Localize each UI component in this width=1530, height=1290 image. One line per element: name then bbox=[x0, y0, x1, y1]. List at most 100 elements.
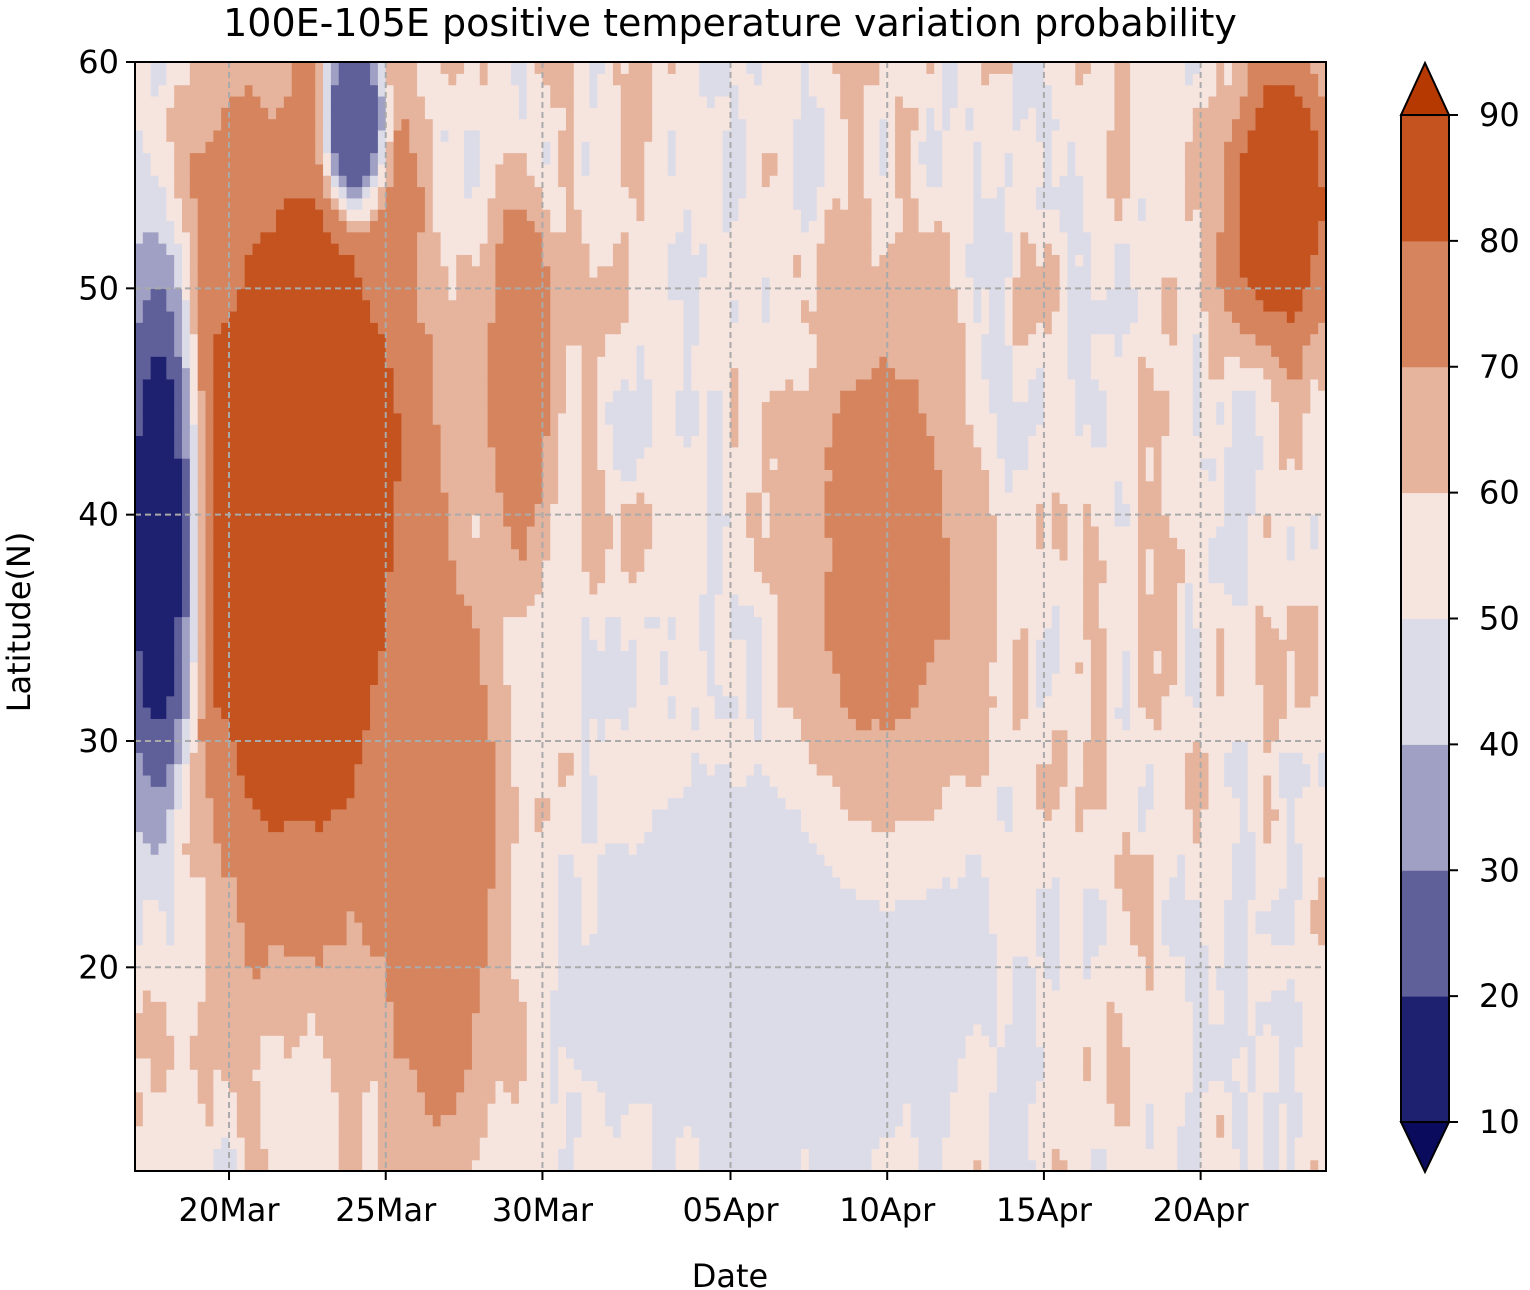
contour-cell bbox=[150, 265, 160, 278]
contour-cell bbox=[511, 774, 520, 787]
contour-cell bbox=[174, 854, 183, 867]
contour-cell bbox=[393, 627, 403, 640]
contour-cell bbox=[401, 605, 410, 618]
contour-cell bbox=[385, 1080, 395, 1093]
contour-cell bbox=[424, 367, 434, 380]
contour-cell bbox=[142, 978, 152, 991]
contour-cell bbox=[174, 1159, 183, 1171]
contour-cell bbox=[229, 322, 238, 335]
contour-cell bbox=[526, 401, 536, 414]
contour-cell bbox=[323, 220, 332, 233]
contour-cell bbox=[424, 378, 434, 391]
contour-cell bbox=[315, 831, 324, 844]
contour-cell bbox=[385, 1069, 395, 1082]
contour-cell bbox=[385, 820, 395, 833]
contour-cell bbox=[393, 322, 403, 335]
contour-cell bbox=[526, 537, 536, 550]
contour-cell bbox=[503, 933, 512, 946]
contour-cell bbox=[456, 537, 465, 550]
contour-cell bbox=[150, 1103, 160, 1116]
contour-cell bbox=[456, 865, 465, 878]
contour-cell bbox=[346, 989, 355, 1002]
contour-cell bbox=[174, 95, 183, 108]
contour-cell bbox=[417, 1012, 426, 1025]
contour-cell bbox=[362, 571, 371, 584]
contour-cell bbox=[150, 831, 160, 844]
contour-cell bbox=[299, 605, 308, 618]
contour-cell bbox=[291, 277, 301, 289]
contour-cell bbox=[526, 378, 536, 391]
contour-cell bbox=[283, 605, 293, 618]
contour-cell bbox=[487, 1035, 497, 1048]
contour-cell bbox=[221, 673, 230, 685]
contour-cell bbox=[511, 1023, 520, 1036]
contour-cell bbox=[229, 955, 238, 968]
contour-cell bbox=[166, 322, 175, 335]
contour-cell bbox=[346, 129, 355, 142]
contour-cell bbox=[362, 605, 371, 618]
contour-cell bbox=[307, 922, 316, 934]
contour-cell bbox=[189, 673, 199, 685]
contour-cell bbox=[424, 62, 434, 74]
contour-cell bbox=[252, 593, 261, 606]
contour-cell bbox=[299, 774, 308, 787]
contour-cell bbox=[417, 446, 426, 459]
contour-cell bbox=[221, 1148, 230, 1161]
contour-cell bbox=[291, 1148, 301, 1161]
contour-cell bbox=[471, 1091, 481, 1104]
contour-cell bbox=[236, 390, 246, 403]
contour-cell bbox=[518, 967, 528, 980]
contour-cell bbox=[456, 650, 465, 663]
contour-cell bbox=[142, 763, 152, 776]
contour-cell bbox=[213, 401, 222, 414]
contour-cell bbox=[346, 344, 355, 357]
contour-cell bbox=[205, 62, 214, 74]
contour-cell bbox=[244, 718, 254, 731]
contour-cell bbox=[158, 1046, 167, 1059]
contour-cell bbox=[417, 1035, 426, 1048]
contour-cell bbox=[409, 118, 418, 131]
contour-cell bbox=[323, 808, 332, 821]
contour-cell bbox=[385, 175, 395, 188]
contour-cell bbox=[338, 163, 348, 176]
contour-cell bbox=[362, 492, 371, 504]
contour-cell bbox=[189, 1148, 199, 1161]
contour-cell bbox=[174, 333, 183, 346]
contour-cell bbox=[354, 639, 363, 652]
contour-cell bbox=[276, 605, 285, 618]
contour-cell bbox=[182, 639, 191, 652]
contour-cell bbox=[456, 175, 465, 188]
contour-cell bbox=[471, 118, 481, 131]
contour-cell bbox=[323, 786, 332, 799]
contour-cell bbox=[252, 1001, 261, 1014]
contour-cell bbox=[346, 718, 355, 731]
contour-cell bbox=[338, 390, 348, 403]
contour-cell bbox=[424, 95, 434, 108]
contour-cell bbox=[142, 695, 152, 708]
contour-cell bbox=[276, 978, 285, 991]
contour-cell bbox=[315, 514, 324, 527]
contour-cell bbox=[252, 650, 261, 663]
contour-cell bbox=[370, 661, 379, 674]
contour-cell bbox=[424, 243, 434, 255]
contour-cell bbox=[323, 1069, 332, 1082]
contour-cell bbox=[424, 1159, 434, 1171]
contour-cell bbox=[448, 740, 457, 753]
contour-cell bbox=[338, 73, 348, 86]
contour-cell bbox=[495, 707, 504, 719]
contour-cell bbox=[417, 243, 426, 255]
contour-cell bbox=[526, 955, 536, 968]
contour-cell bbox=[291, 288, 301, 301]
contour-cell bbox=[393, 95, 403, 108]
contour-cell bbox=[291, 763, 301, 776]
contour-cell bbox=[189, 797, 199, 810]
contour-cell bbox=[424, 944, 434, 957]
contour-cell bbox=[495, 673, 504, 685]
contour-cell bbox=[385, 62, 395, 74]
contour-cell bbox=[464, 718, 473, 731]
contour-cell bbox=[495, 593, 504, 606]
contour-cell bbox=[495, 865, 504, 878]
contour-cell bbox=[307, 299, 316, 312]
contour-cell bbox=[323, 582, 332, 595]
contour-cell bbox=[377, 774, 387, 787]
